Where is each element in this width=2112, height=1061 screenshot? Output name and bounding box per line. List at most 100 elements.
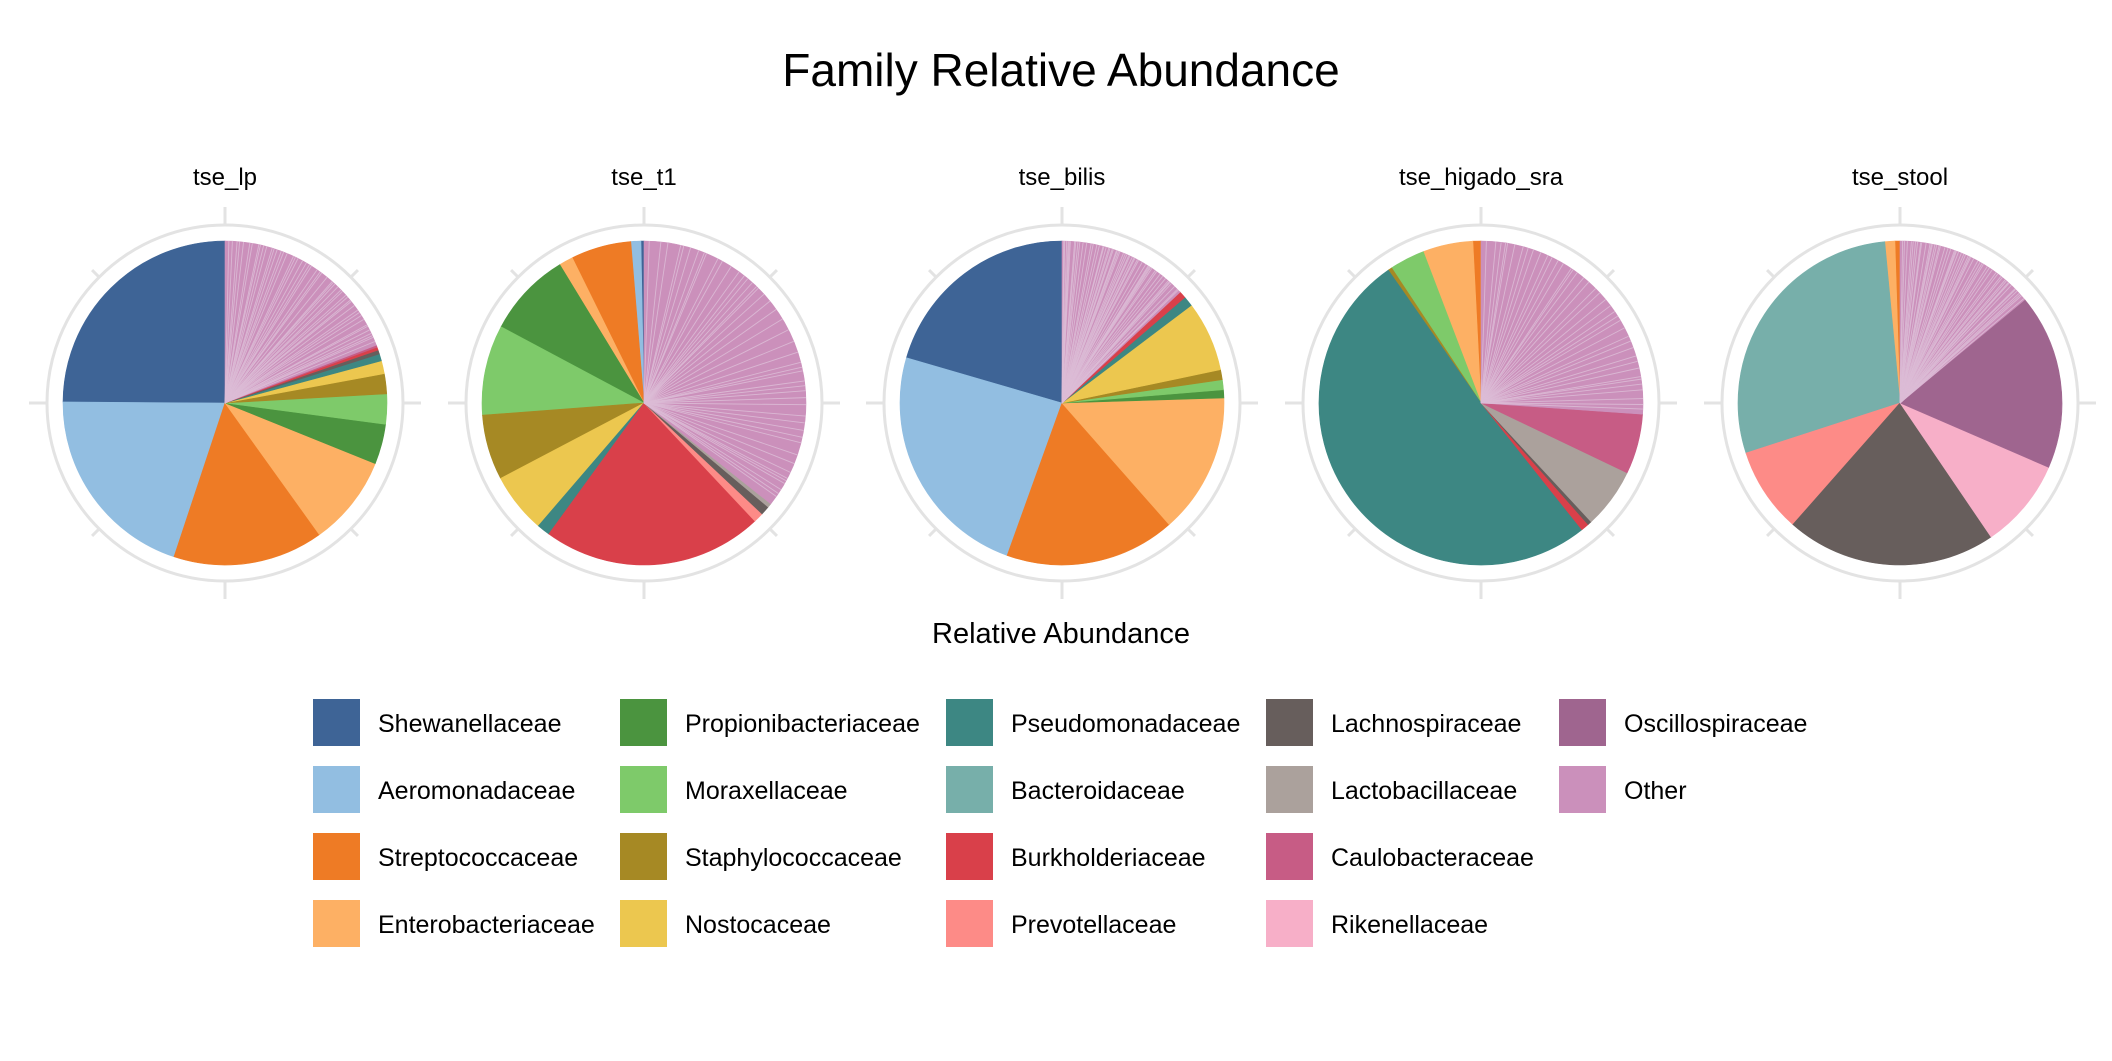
- other-taxon-divider: [224, 241, 238, 404]
- other-taxon-divider: [643, 402, 802, 444]
- other-taxon-divider: [1480, 281, 1590, 404]
- legend-swatch: [1266, 900, 1313, 947]
- other-taxon-divider: [1899, 248, 1949, 404]
- pie-panel-tse-lp: tse_lp: [29, 164, 421, 599]
- other-taxon-divider: [643, 402, 798, 456]
- other-taxon-divider: [643, 340, 794, 404]
- other-taxon-divider: [1899, 276, 2002, 404]
- other-taxon-divider: [643, 318, 783, 404]
- other-taxon-divider: [224, 281, 333, 404]
- other-taxon-divider: [643, 245, 685, 404]
- legend-item-staphylococcaceae: Staphylococcaceae: [620, 833, 902, 880]
- other-taxon-divider: [643, 402, 805, 424]
- other-taxon-divider: [1061, 286, 1175, 404]
- other-taxon-divider: [1899, 241, 1912, 404]
- pie-slice-shewanellaceae: [906, 240, 1063, 404]
- other-taxon-divider: [1480, 305, 1611, 404]
- other-taxon-divider: [643, 275, 745, 404]
- pie-slice-streptococcaceae: [173, 402, 320, 566]
- legend-swatch: [620, 833, 667, 880]
- polar-grid-tick: [928, 527, 938, 537]
- pie-slice-oscillospiraceae: [1899, 299, 2063, 468]
- other-taxon-divider: [1480, 398, 1643, 404]
- legend-item-caulobacteraceae: Caulobacteraceae: [1266, 833, 1534, 880]
- polar-grid-tick: [91, 527, 101, 537]
- pie-slice-enterobacteriaceae: [1061, 397, 1225, 525]
- other-taxon-divider: [1061, 270, 1156, 404]
- other-taxon-divider: [224, 276, 328, 404]
- other-taxon-divider: [643, 366, 803, 404]
- pie-slice-burkholderiaceae: [548, 402, 756, 566]
- other-taxon-divider: [224, 253, 288, 404]
- other-taxon-divider: [643, 361, 801, 404]
- other-taxon-divider: [1480, 288, 1596, 404]
- other-taxon-divider: [1480, 383, 1642, 404]
- other-taxon-divider: [643, 380, 805, 404]
- polar-grid-tick: [510, 269, 520, 279]
- other-taxon-divider: [1480, 241, 1497, 404]
- legend-label: Burkholderiaceae: [1011, 844, 1206, 872]
- other-taxon-divider: [643, 258, 719, 404]
- other-taxon-divider: [224, 250, 282, 404]
- legend-item-moraxellaceae: Moraxellaceae: [620, 766, 848, 813]
- legend-item-aeromonadaceae: Aeromonadaceae: [313, 766, 575, 813]
- pie-slice-enterobacteriaceae: [224, 402, 376, 536]
- other-taxon-divider: [1899, 242, 1922, 404]
- other-taxon-divider: [1061, 243, 1092, 404]
- polar-grid-tick: [510, 527, 520, 537]
- other-taxon-divider: [224, 249, 278, 404]
- other-taxon-divider: [643, 241, 662, 404]
- pie-panel-tse-stool: tse_stool: [1704, 164, 2096, 599]
- legend-item-lachnospiraceae: Lachnospiraceae: [1266, 699, 1521, 746]
- other-taxon-divider: [224, 242, 244, 404]
- panel-title: tse_t1: [611, 164, 676, 191]
- legend-item-other: Other: [1559, 766, 1687, 813]
- other-taxon-divider: [1899, 288, 2016, 404]
- other-taxon-divider: [224, 341, 376, 404]
- other-taxon-divider: [224, 264, 310, 404]
- other-taxon-divider: [1899, 269, 1993, 404]
- other-taxon-divider: [1899, 279, 2006, 404]
- legend-label: Moraxellaceae: [685, 777, 848, 805]
- other-taxon-divider: [643, 402, 806, 406]
- other-taxon-divider: [1480, 242, 1507, 404]
- other-taxon-divider: [643, 293, 765, 404]
- other-taxon-divider: [643, 402, 782, 490]
- other-taxon-divider: [643, 308, 777, 404]
- other-taxon-divider: [1899, 241, 1908, 404]
- legend-swatch: [313, 699, 360, 746]
- other-taxon-divider: [1899, 298, 2025, 404]
- other-taxon-divider: [1480, 249, 1534, 404]
- polar-grid-tick: [1766, 527, 1776, 537]
- legend-swatch: [946, 833, 993, 880]
- other-taxon-divider: [1061, 288, 1178, 404]
- polar-grid-tick: [928, 269, 938, 279]
- other-taxon-divider: [1061, 242, 1088, 404]
- panel-title: tse_lp: [193, 164, 257, 191]
- other-taxon-divider: [224, 299, 351, 404]
- other-taxon-divider: [1480, 340, 1631, 404]
- other-taxon-divider: [1061, 252, 1124, 404]
- other-taxon-divider: [1061, 244, 1098, 404]
- other-taxon-divider: [1899, 248, 1952, 404]
- other-taxon-divider: [643, 402, 791, 473]
- panel-title: tse_stool: [1852, 164, 1948, 191]
- other-taxon-divider: [1899, 272, 1997, 404]
- legend-swatch: [1559, 766, 1606, 813]
- other-taxon-divider: [224, 260, 303, 404]
- other-taxon-divider: [643, 241, 650, 404]
- other-taxon-divider: [224, 309, 358, 404]
- other-taxon-divider: [224, 262, 307, 404]
- other-taxon-divider: [224, 242, 251, 404]
- polar-grid-tick: [1347, 527, 1357, 537]
- legend-label: Aeromonadaceae: [378, 777, 575, 805]
- chart-title: Family Relative Abundance: [782, 44, 1339, 96]
- other-taxon-divider: [1899, 258, 1975, 404]
- pie-slice-aeromonadaceae: [899, 357, 1063, 556]
- other-taxon-divider: [224, 289, 342, 404]
- other-taxon-divider: [1061, 265, 1149, 404]
- pie-slice-streptococcaceae: [1006, 402, 1170, 566]
- other-taxon-divider: [1480, 335, 1629, 404]
- other-taxon-divider: [1061, 241, 1076, 404]
- other-taxon-divider: [643, 242, 669, 404]
